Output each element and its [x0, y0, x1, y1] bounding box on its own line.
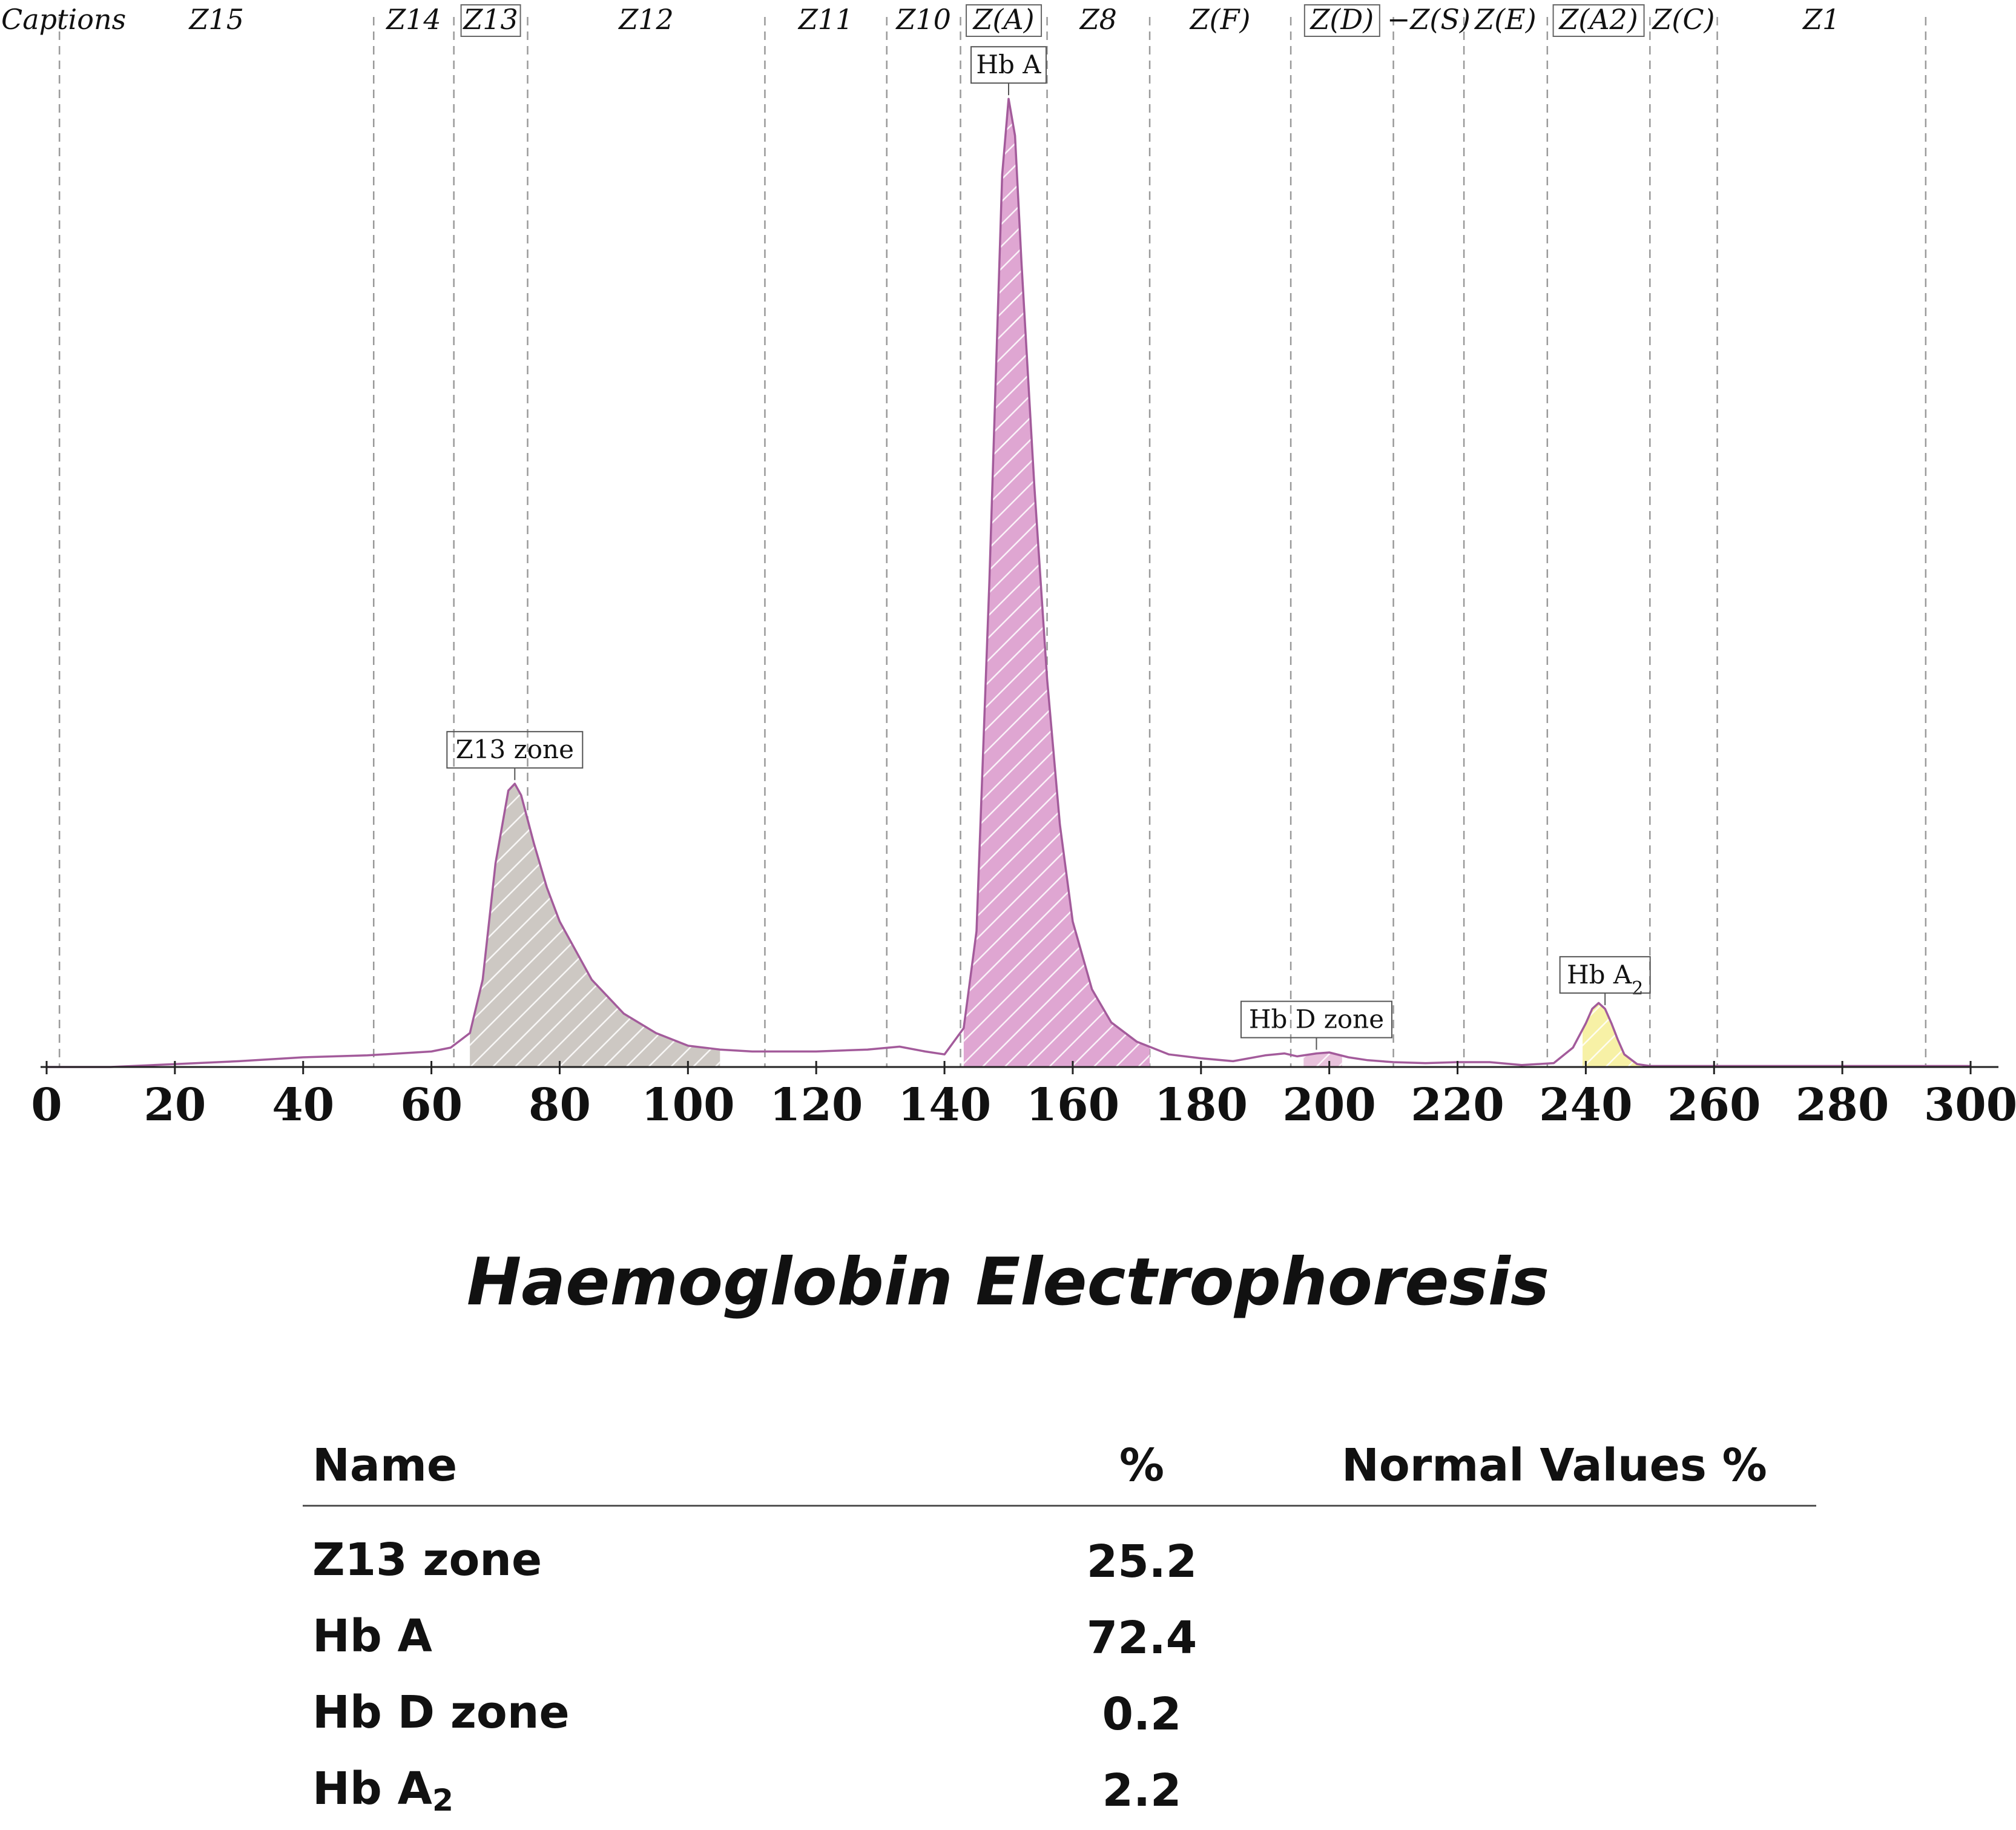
peak-hatch — [470, 784, 720, 1067]
row-name: Hb D zone — [312, 1686, 570, 1739]
x-tick-label: 60 — [400, 1079, 463, 1131]
zone-label: Z(A2) — [1558, 3, 1638, 36]
row-name: Hb A — [312, 1610, 432, 1663]
x-tick-label: 240 — [1539, 1079, 1632, 1131]
table-row: Hb A2 2.2 — [303, 1752, 1816, 1829]
x-tick-label: 0 — [31, 1079, 62, 1131]
zone-label-box — [1303, 4, 1380, 37]
x-tick-label: 80 — [529, 1079, 591, 1131]
table-row: Hb A 72.4 — [303, 1600, 1816, 1676]
x-tick-label: 180 — [1155, 1079, 1248, 1131]
x-tick-label: 100 — [641, 1079, 734, 1131]
row-percent: 0.2 — [1102, 1688, 1182, 1740]
x-tick-label: 40 — [272, 1079, 334, 1131]
table-row: Hb D zone 0.2 — [303, 1676, 1816, 1752]
peak-label: Hb D zone — [1240, 1000, 1392, 1050]
results-table: Name % Normal Values % Z13 zone 25.2 Hb … — [303, 1426, 1816, 1829]
zone-label: Z12 — [618, 3, 674, 36]
row-name: Hb A2 — [312, 1763, 453, 1818]
peak-label-subscript: 2 — [1632, 977, 1643, 999]
peak-hatch — [963, 99, 1150, 1068]
zone-label: Z13 — [462, 3, 518, 36]
table-row: Z13 zone 25.2 — [303, 1524, 1816, 1600]
row-percent: 25.2 — [1086, 1536, 1197, 1588]
zone-label: Z(F) — [1189, 3, 1251, 36]
x-tick-label: 300 — [1924, 1079, 2016, 1131]
zone-label: Z(C) — [1651, 3, 1715, 36]
row-percent: 2.2 — [1102, 1765, 1182, 1817]
zone-label: Captions — [1, 3, 126, 36]
zone-label-box — [966, 4, 1043, 37]
peak-label: Hb A — [970, 46, 1047, 96]
header-name: Name — [312, 1439, 458, 1491]
x-tick-label: 120 — [769, 1079, 863, 1131]
x-tick-label: 140 — [898, 1079, 991, 1131]
peak-hatch — [1583, 1003, 1641, 1067]
peak-label-text: Hb A — [976, 50, 1041, 79]
trace-line — [47, 97, 1971, 1068]
peak-label-text: Hb D zone — [1249, 1005, 1384, 1034]
peak-label: Hb A2 — [1559, 956, 1651, 1005]
electrophoresis-chart: Captions Z15 Z14 Z13 Z12 Z11 Z10 Z(A) Z8 Z(F) Z(D)… — [1, 3, 2016, 1131]
peak-label-text: Z13 zone — [456, 735, 574, 764]
zone-label: Z15 — [188, 3, 244, 36]
zone-label: Z(D) — [1309, 3, 1374, 36]
x-tick-label: 200 — [1282, 1079, 1375, 1131]
zone-label: Z11 — [797, 3, 854, 36]
zone-label: Z14 — [385, 3, 441, 36]
x-tick-label: 260 — [1667, 1079, 1761, 1131]
table-header-row: Name % Normal Values % — [303, 1426, 1816, 1507]
x-tick-label: 20 — [143, 1079, 206, 1131]
peak-label: Z13 zone — [446, 731, 584, 781]
zone-label: Z1 — [1802, 3, 1840, 36]
x-tick-label: 280 — [1796, 1079, 1889, 1131]
zone-label: Z(A) — [972, 3, 1035, 36]
zone-label: Z(E) — [1474, 3, 1536, 36]
peak-hatch — [1303, 1052, 1342, 1067]
header-normal-values: Normal Values % — [1342, 1439, 1767, 1491]
x-tick-label: 220 — [1411, 1079, 1504, 1131]
header-percent: % — [1119, 1439, 1165, 1491]
zone-label: Z10 — [895, 3, 951, 36]
row-percent: 72.4 — [1086, 1612, 1197, 1664]
report-title: Haemoglobin Electrophoresis — [466, 1244, 1550, 1320]
x-tick-label: 160 — [1026, 1079, 1119, 1131]
zone-label-box — [1552, 4, 1645, 37]
zone-label: −Z(S) — [1387, 3, 1471, 36]
zone-label: Z8 — [1079, 3, 1117, 36]
zone-label-box — [460, 4, 521, 37]
row-name: Z13 zone — [312, 1534, 542, 1587]
